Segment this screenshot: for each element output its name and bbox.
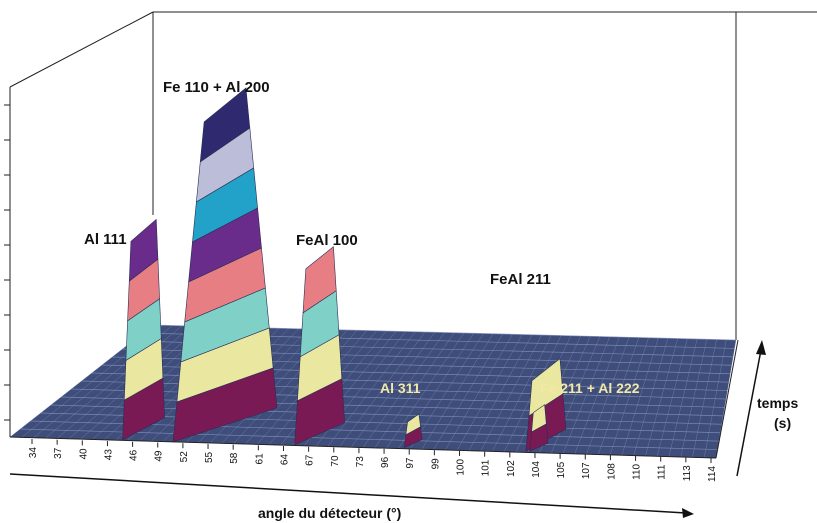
x-tick-label: 55 [204, 451, 215, 463]
peak-ridge [529, 404, 549, 452]
mesh-col [562, 336, 610, 454]
peak-ridge [294, 246, 345, 446]
peak-band [128, 218, 159, 282]
mesh-col [551, 336, 601, 454]
peak-band [302, 246, 337, 314]
x-tick-label: 104 [531, 461, 542, 478]
peak-label-feal-100: FeAl 100 [296, 232, 358, 249]
peak-ridge [172, 87, 278, 443]
time-axis-title-line1: temps [757, 395, 798, 411]
mesh-col [433, 333, 504, 450]
x-tick-label: 108 [606, 463, 617, 480]
mesh-col [339, 331, 426, 447]
chart-frame [9, 11, 817, 437]
peak-label-fe211-al222: Fe 211 + Al 222 [540, 380, 640, 396]
x-tick-label: 37 [53, 447, 64, 459]
x-tick-label: 96 [380, 456, 391, 468]
mesh-col [386, 332, 465, 449]
x-tick-label: 67 [305, 454, 316, 466]
depth-axis-line [715, 339, 739, 459]
mesh-col [456, 334, 523, 451]
mesh-col [680, 339, 708, 458]
mesh-col [421, 333, 494, 450]
x-tick-label: 97 [405, 457, 416, 469]
time-axis-arrowhead [756, 340, 766, 355]
x-tick-label: 73 [355, 456, 366, 468]
x-axis-line [9, 436, 717, 459]
x-tick-label: 99 [430, 458, 441, 470]
mesh-col [351, 332, 435, 448]
mesh-col [362, 332, 445, 448]
time-axis-arrow [736, 349, 762, 477]
mesh-col [633, 338, 669, 456]
mesh-col [645, 338, 678, 456]
x-tick-label: 58 [229, 452, 240, 464]
mesh-col [492, 335, 552, 452]
x-tick-label: 113 [682, 465, 693, 481]
mesh-col [480, 334, 542, 452]
mesh-col [574, 336, 620, 454]
mesh-col [656, 338, 688, 457]
peak-ridge [403, 413, 423, 449]
mesh-col [327, 331, 416, 447]
mesh-col [692, 339, 717, 458]
x-tick-label: 110 [632, 463, 643, 479]
x-tick-label: 40 [78, 448, 89, 460]
z-axis-ticks [4, 104, 10, 421]
peak-layer [122, 87, 567, 452]
mesh-col [409, 333, 484, 450]
x-tick-label: 101 [481, 459, 492, 476]
peak-band [199, 87, 251, 163]
x-tick-label: 34 [28, 447, 39, 459]
x-axis-title: angle du détecteur (°) [258, 505, 401, 521]
x-tick-label: 111 [657, 464, 668, 480]
x-tick-label: 43 [103, 449, 114, 461]
peak-label-fe110-al200: Fe 110 + Al 200 [163, 79, 270, 96]
x-axis-arrow [9, 473, 687, 514]
peak-label-al-111: Al 111 [84, 231, 127, 248]
mesh-col [668, 338, 698, 457]
x-tick-label: 64 [279, 454, 290, 466]
peak-label-feal-211: FeAl 211 [490, 271, 551, 288]
x-tick-label: 61 [254, 453, 265, 465]
mesh-col [598, 337, 640, 455]
peak-band [531, 404, 547, 433]
x-axis-arrowhead [682, 508, 694, 518]
mesh-col [374, 332, 455, 448]
x-tick-label: 70 [330, 455, 341, 467]
mesh-col [703, 339, 727, 458]
x-tick-labels: 34 37 40 43 46 49 52 55 58 61 64 67 70 73 96 97 99 100 101… [28, 439, 718, 482]
mesh-col [468, 334, 533, 451]
mesh-col [621, 337, 659, 456]
peak-ridge [122, 218, 165, 441]
peak-band [405, 413, 421, 436]
peak-label-al-311: Al 311 [380, 380, 421, 396]
x-tick-label: 46 [129, 449, 140, 461]
mesh-col [586, 337, 630, 455]
x-tick-label: 52 [179, 451, 190, 463]
peak-band [528, 358, 564, 417]
x-tick-label: 102 [506, 460, 517, 477]
x-tick-label: 114 [707, 466, 718, 482]
mesh-col [56, 325, 193, 439]
x-tick-label: 107 [581, 462, 592, 479]
mesh-col [445, 334, 513, 451]
x-tick-label: 105 [556, 461, 567, 478]
mesh-col [609, 337, 649, 455]
x-tick-label: 49 [154, 450, 165, 462]
x-tick-label: 100 [456, 459, 467, 476]
time-axis-title-line2: (s) [774, 415, 791, 431]
